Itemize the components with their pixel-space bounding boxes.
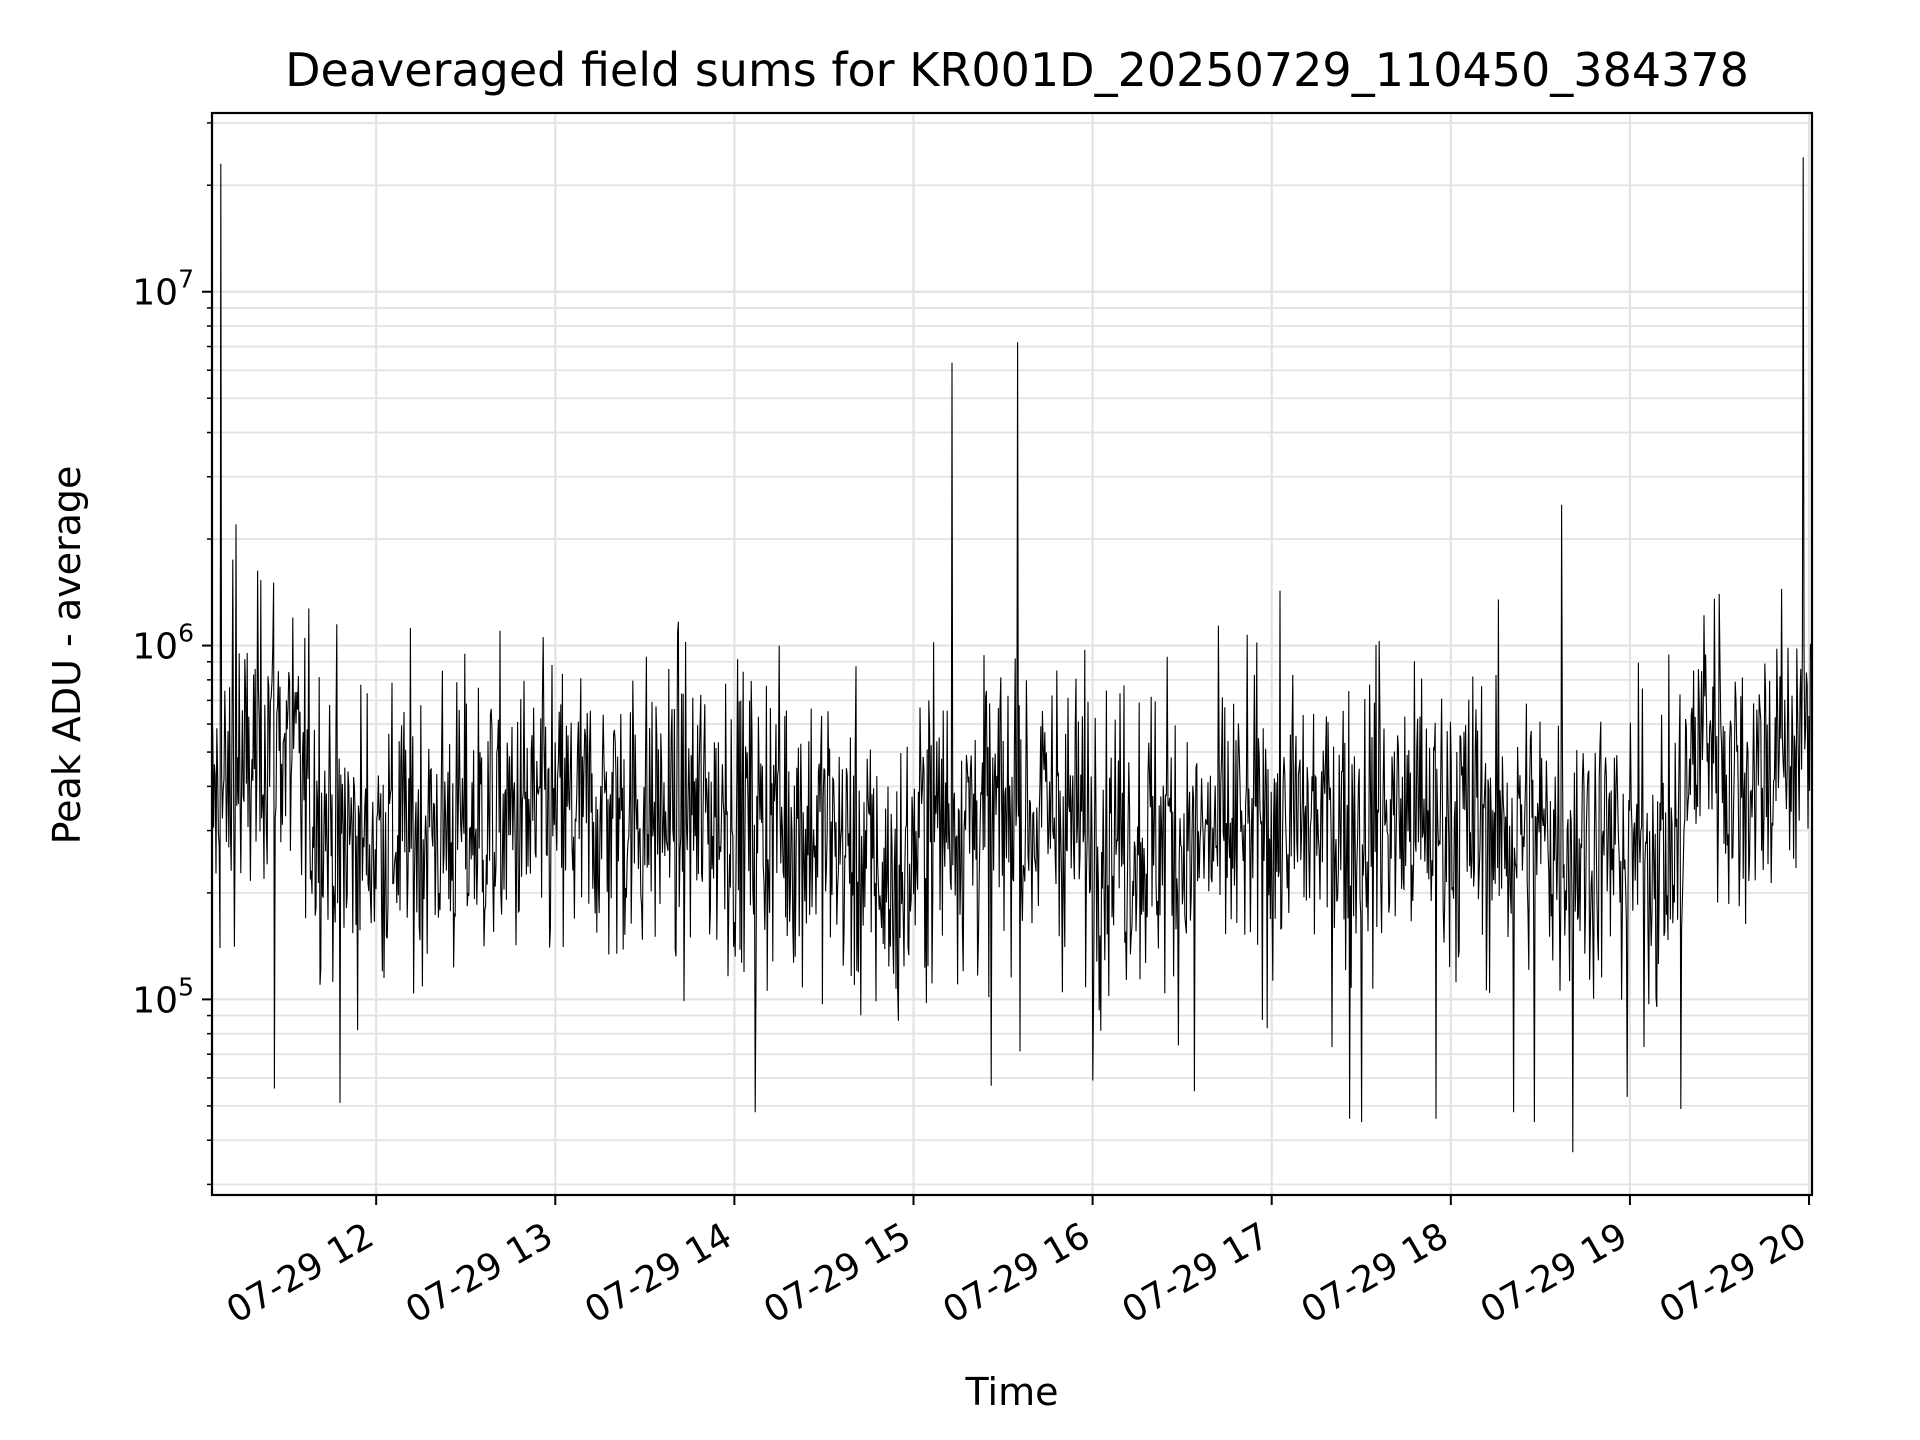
y-tick-label: 107 xyxy=(132,265,194,314)
y-tick-label: 105 xyxy=(132,972,194,1021)
y-axis-label: Peak ADU - average xyxy=(45,466,89,845)
series xyxy=(211,157,1813,1153)
y-tick-base: 10 xyxy=(132,273,178,314)
x-axis-label: Time xyxy=(965,1370,1059,1414)
y-tick-base: 10 xyxy=(132,627,178,668)
y-tick-exponent: 5 xyxy=(178,972,194,1001)
y-tick-label: 106 xyxy=(132,619,194,668)
plot-frame xyxy=(210,111,1814,1197)
series-line xyxy=(211,157,1813,1153)
y-tick-exponent: 6 xyxy=(178,619,194,648)
y-tick-exponent: 7 xyxy=(178,265,194,294)
chart-title: Deaveraged field sums for KR001D_2025072… xyxy=(285,43,1749,97)
y-tick-base: 10 xyxy=(132,980,178,1021)
